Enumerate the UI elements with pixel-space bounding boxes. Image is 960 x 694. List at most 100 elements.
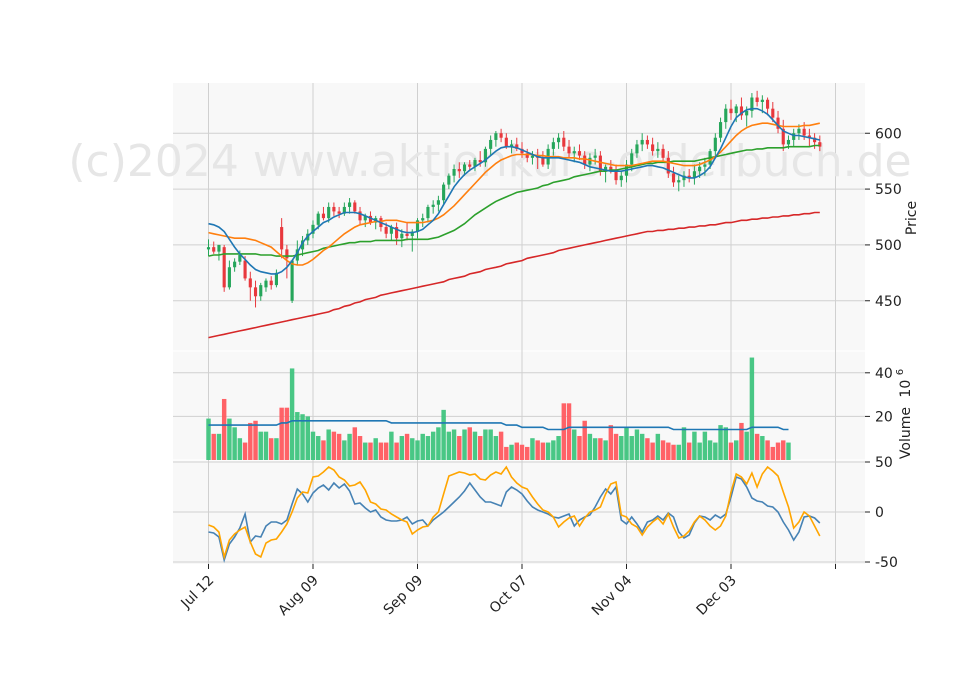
price-panel [173,83,865,351]
volume-moving-average [208,419,789,431]
volume-bar [221,398,227,460]
volume-bar [749,357,755,460]
candle-body [248,278,252,288]
x-tick-label: Dec 03 [694,573,740,619]
volume-bar [535,440,540,460]
volume-bar [488,429,493,460]
candle-body [468,164,472,167]
candle-body [713,137,717,152]
candle-body [656,148,660,152]
volume-bar [545,442,551,460]
volume-bar [645,438,650,460]
candle-body [316,213,320,225]
candle-body [619,175,623,181]
ma-long-line [208,211,820,339]
volume-bar [566,403,572,460]
volume-bar [237,438,243,460]
candle-body [598,155,602,172]
candle-body [551,142,555,149]
volume-bar [697,442,702,460]
candle-body [206,247,211,250]
volume-bar [744,431,749,460]
volume-bar [619,436,624,460]
candle-body [729,108,733,114]
candle-body [609,166,613,172]
volume-bar [561,403,567,460]
x-tick-label: Sep 09 [381,573,427,619]
candle-body [771,108,775,118]
volume-bar [723,427,728,460]
candle-body [300,240,305,250]
candle-body [431,204,435,207]
volume-bar [514,442,519,460]
x-tick-label: Aug 09 [275,573,321,619]
candle-body [259,285,263,297]
candle-body [389,227,393,234]
candle-body [405,233,409,236]
volume-bar [425,436,431,460]
candle-body [802,128,806,136]
volume-bar [378,442,384,460]
ma-slow-line [208,144,820,257]
volume-bar [457,436,462,460]
volume-multiplier-exp: 6 [895,369,906,375]
volume-multiplier-base: 10 [898,380,914,398]
candle-body [280,227,284,250]
volume-bar [232,427,237,460]
price-tick-label: 600 [875,126,902,142]
volume-bar [530,438,535,460]
candle-body [415,220,420,232]
volume-bar [639,433,645,460]
volume-bar [436,427,441,460]
candle-body [342,206,346,214]
candle-body [358,211,362,221]
candle-body [274,272,278,286]
candle-body [614,171,618,181]
volume-bar [702,431,708,460]
candle-body [776,117,780,129]
candle-body [661,148,665,158]
volume-bar [686,442,692,460]
volume-bar [509,444,514,460]
x-tick-label: Jul 12 [178,573,218,613]
candle-body [504,137,508,147]
candle-body [588,157,592,165]
candle-body [745,110,749,116]
candle-body [285,249,289,259]
volume-bar [598,438,603,460]
volume-bar [467,427,472,460]
x-tick-label: Oct 07 [487,573,531,617]
candle-body [264,280,268,288]
candle-body [212,247,216,252]
candle-body [813,137,817,143]
candle-body [567,146,571,154]
price-tick-label: 450 [875,294,902,310]
volume-bar [321,440,326,460]
volume-bar [305,416,310,460]
candle-body [290,260,294,301]
volume-bar [310,431,316,460]
volume-bar [603,440,608,460]
candle-body [494,133,498,140]
candle-body [269,280,273,286]
candle-body [645,139,649,145]
volume-bar [383,442,389,460]
volume-bar [357,436,363,460]
volume-bar [786,442,791,460]
volume-bar [692,431,697,460]
candle-body [520,148,524,154]
volume-bar [248,422,253,460]
candle-body [457,168,461,172]
volume-bar [540,442,546,460]
candle-body [436,200,440,205]
osc-tick-label: 50 [875,455,893,471]
volume-bar [373,438,378,460]
volume-bar [316,436,321,460]
candle-body [400,233,404,239]
candle-body [807,135,811,138]
grid-lines [173,83,865,564]
volume-axis-label-text: Volume [898,407,914,459]
volume-bar [781,440,786,460]
candle-body [217,244,221,252]
